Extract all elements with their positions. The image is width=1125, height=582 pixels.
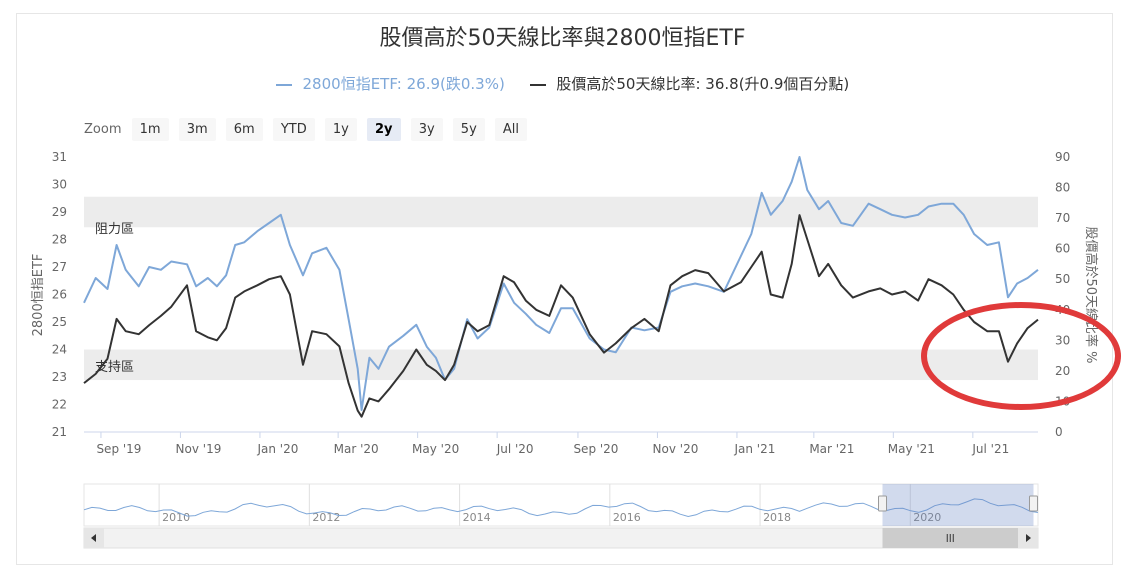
legend-label-ratio: 股價高於50天線比率: 36.8(升0.9個百分點) (556, 75, 850, 93)
chart-title: 股價高於50天線比率與2800恒指ETF (379, 26, 746, 51)
zoom-button-all[interactable]: All (494, 118, 528, 141)
legend-item-ratio[interactable]: 股價高於50天線比率: 36.8(升0.9個百分點) (529, 73, 850, 94)
zoom-button-5y[interactable]: 5y (452, 118, 485, 141)
legend: 2800恒指ETF: 26.9(跌0.3%) 股價高於50天線比率: 36.8(… (0, 73, 1125, 94)
zoom-button-1m[interactable]: 1m (131, 118, 169, 141)
zoom-button-1y[interactable]: 1y (324, 118, 357, 141)
zoom-button-ytd[interactable]: YTD (272, 118, 315, 141)
legend-item-etf[interactable]: 2800恒指ETF: 26.9(跌0.3%) (275, 73, 505, 94)
zoom-button-3m[interactable]: 3m (178, 118, 216, 141)
zoom-toolbar: Zoom 1m 3m 6m YTD 1y 2y 3y 5y All (84, 118, 533, 141)
zoom-button-2y[interactable]: 2y (367, 118, 401, 141)
chart-container (16, 13, 1113, 565)
etf-line-swatch (275, 83, 292, 86)
legend-label-etf: 2800恒指ETF: 26.9(跌0.3%) (302, 75, 505, 93)
zoom-label: Zoom (84, 122, 122, 137)
ratio-line-swatch (529, 83, 546, 86)
highlight-circle (921, 302, 1121, 410)
zoom-button-6m[interactable]: 6m (225, 118, 263, 141)
zoom-button-3y[interactable]: 3y (410, 118, 443, 141)
